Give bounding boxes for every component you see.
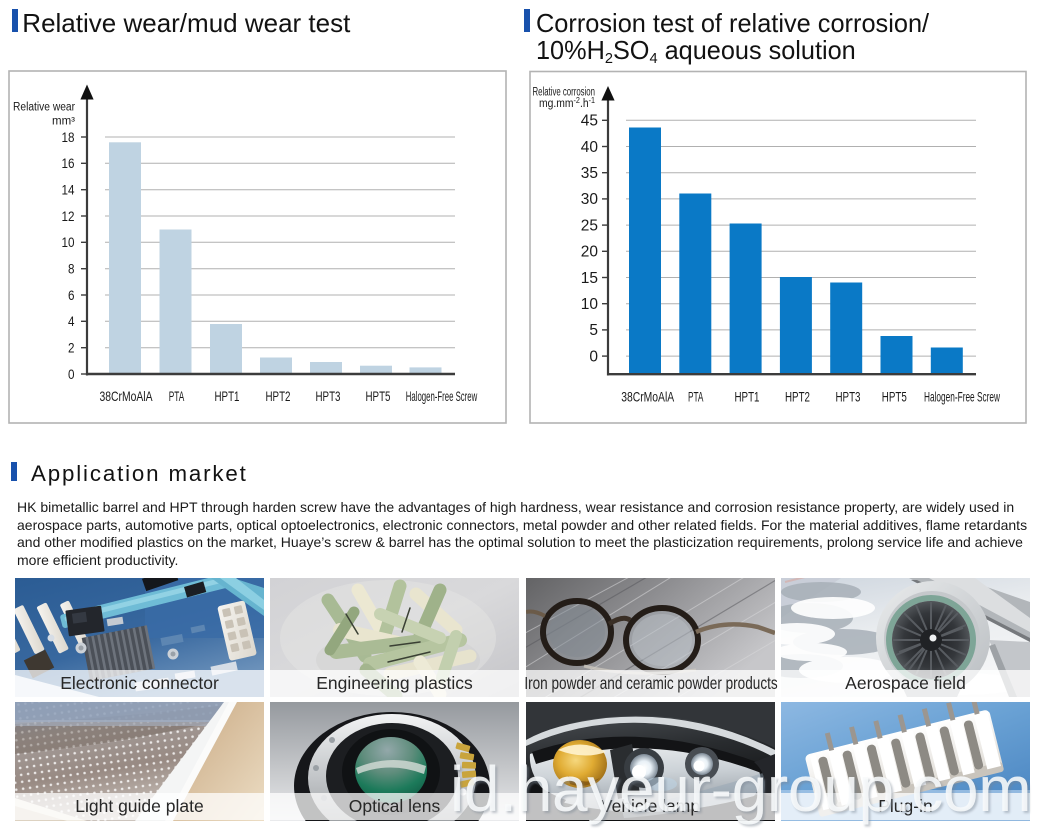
- svg-text:25: 25: [581, 217, 598, 234]
- svg-text:6: 6: [68, 287, 75, 303]
- svg-text:HPT3: HPT3: [836, 389, 861, 405]
- svg-text:38CrMoAlA: 38CrMoAlA: [621, 389, 674, 405]
- svg-text:Halogen-Free Screw: Halogen-Free Screw: [924, 389, 1001, 405]
- svg-text:18: 18: [62, 129, 75, 145]
- svg-text:14: 14: [62, 182, 75, 198]
- svg-text:12: 12: [62, 208, 75, 224]
- svg-text:10: 10: [62, 234, 75, 250]
- svg-text:HPT5: HPT5: [882, 389, 907, 405]
- svg-text:4: 4: [68, 313, 75, 329]
- svg-text:HPT1: HPT1: [215, 388, 240, 404]
- svg-text:HPT5: HPT5: [366, 388, 391, 404]
- svg-text:Relative wear: Relative wear: [13, 102, 75, 114]
- svg-text:PTA: PTA: [169, 388, 185, 404]
- svg-text:38CrMoAlA: 38CrMoAlA: [100, 388, 153, 404]
- svg-text:15: 15: [581, 270, 598, 287]
- svg-text:8: 8: [68, 261, 75, 277]
- svg-text:10: 10: [581, 296, 599, 313]
- svg-text:16: 16: [62, 155, 75, 171]
- svg-text:40: 40: [581, 139, 599, 156]
- svg-text:45: 45: [581, 113, 598, 130]
- svg-text:20: 20: [581, 244, 599, 261]
- svg-text:30: 30: [581, 191, 599, 208]
- svg-text:0: 0: [68, 366, 75, 382]
- svg-text:2: 2: [68, 340, 75, 356]
- svg-text:35: 35: [581, 165, 598, 182]
- svg-text:HPT1: HPT1: [735, 389, 760, 405]
- svg-text:5: 5: [589, 322, 598, 339]
- svg-text:HPT2: HPT2: [266, 388, 291, 404]
- svg-text:Relative corrosion: Relative corrosion: [533, 87, 596, 99]
- svg-text:HPT2: HPT2: [785, 389, 810, 405]
- svg-text:0: 0: [589, 348, 598, 365]
- svg-text:mm³: mm³: [52, 116, 75, 128]
- svg-text:mg.mm-2.h-1: mg.mm-2.h-1: [539, 96, 595, 110]
- svg-text:PTA: PTA: [688, 389, 704, 405]
- svg-text:Halogen-Free Screw: Halogen-Free Screw: [406, 388, 478, 404]
- svg-text:HPT3: HPT3: [316, 388, 341, 404]
